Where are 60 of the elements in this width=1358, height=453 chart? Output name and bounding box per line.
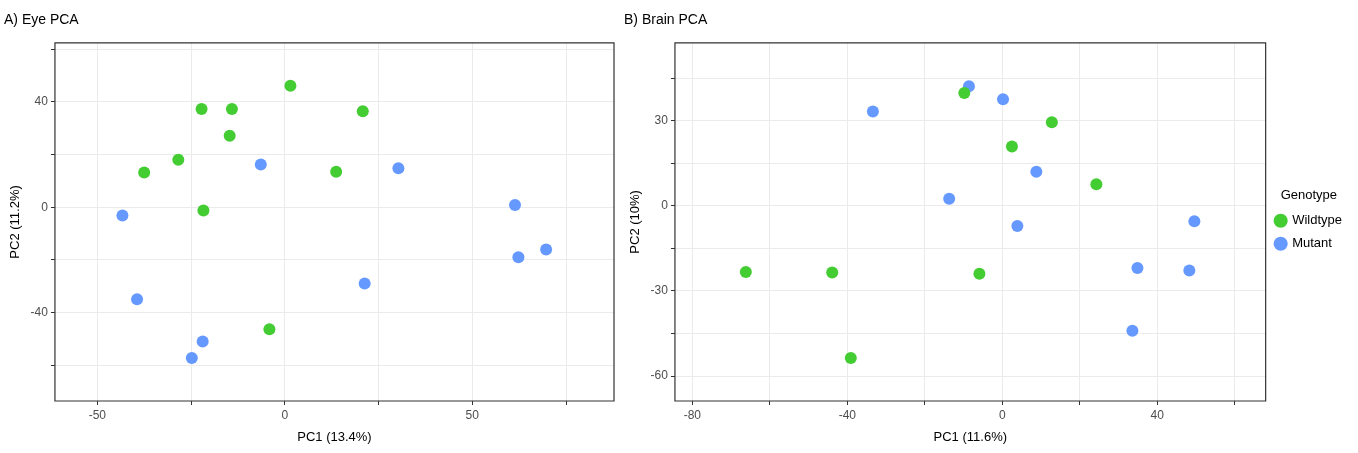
- point: [739, 265, 752, 278]
- point: [1005, 140, 1018, 153]
- point: [1090, 178, 1103, 191]
- point: [1183, 264, 1196, 277]
- point: [943, 192, 956, 205]
- point: [1045, 116, 1058, 129]
- x-tick-label: 0: [998, 407, 1006, 422]
- point: [826, 266, 839, 279]
- y-axis-title: PC2 (11.2%): [7, 185, 23, 259]
- point: [1011, 220, 1024, 233]
- point: [973, 267, 986, 280]
- point: [225, 102, 238, 115]
- point: [358, 277, 371, 290]
- point: [1131, 261, 1144, 274]
- x-tick-label: 50: [465, 407, 480, 422]
- point: [958, 87, 971, 99]
- chart-title: A) Eye PCA: [4, 11, 80, 28]
- y-axis-title: PC2 (10%): [627, 190, 643, 254]
- x-tick-label: -80: [683, 407, 702, 422]
- x-tick-label: 40: [1150, 407, 1165, 422]
- legend-title: Genotype: [1280, 186, 1338, 202]
- point: [284, 79, 297, 92]
- point: [172, 153, 185, 166]
- legend-label: Wildtype: [1292, 212, 1343, 228]
- point: [540, 243, 553, 256]
- point: [263, 323, 276, 336]
- point: [1188, 215, 1201, 228]
- y-tick-label: 30: [654, 113, 669, 128]
- y-tick-label: -60: [650, 368, 669, 383]
- point: [512, 251, 525, 264]
- point: [392, 162, 405, 175]
- point: [138, 166, 151, 179]
- point: [509, 198, 522, 211]
- chart-title: B) Brain PCA: [624, 11, 708, 28]
- point: [185, 352, 198, 365]
- point: [116, 209, 129, 222]
- point: [1126, 324, 1139, 337]
- point: [330, 165, 343, 178]
- point: [196, 335, 209, 348]
- point: [254, 158, 267, 171]
- point: [866, 105, 879, 118]
- point: [844, 351, 857, 364]
- x-tick-label: -50: [88, 407, 107, 422]
- x-tick-label: -40: [838, 407, 857, 422]
- x-tick-label: 0: [281, 407, 289, 422]
- point: [356, 105, 369, 118]
- y-tick-label: 40: [34, 94, 49, 109]
- point: [223, 129, 236, 142]
- x-axis-title: PC1 (11.6%): [933, 428, 1008, 444]
- legend-label: Mutant: [1292, 235, 1333, 251]
- y-tick-label: -30: [650, 283, 669, 298]
- x-axis-title: PC1 (13.4%): [297, 428, 372, 444]
- y-tick-label: 0: [661, 198, 669, 213]
- point: [197, 204, 210, 217]
- point: [997, 93, 1010, 106]
- y-tick-label: 0: [41, 199, 49, 214]
- y-tick-label: -40: [30, 305, 49, 320]
- point: [195, 102, 208, 115]
- point: [1030, 165, 1043, 178]
- point: [131, 293, 144, 306]
